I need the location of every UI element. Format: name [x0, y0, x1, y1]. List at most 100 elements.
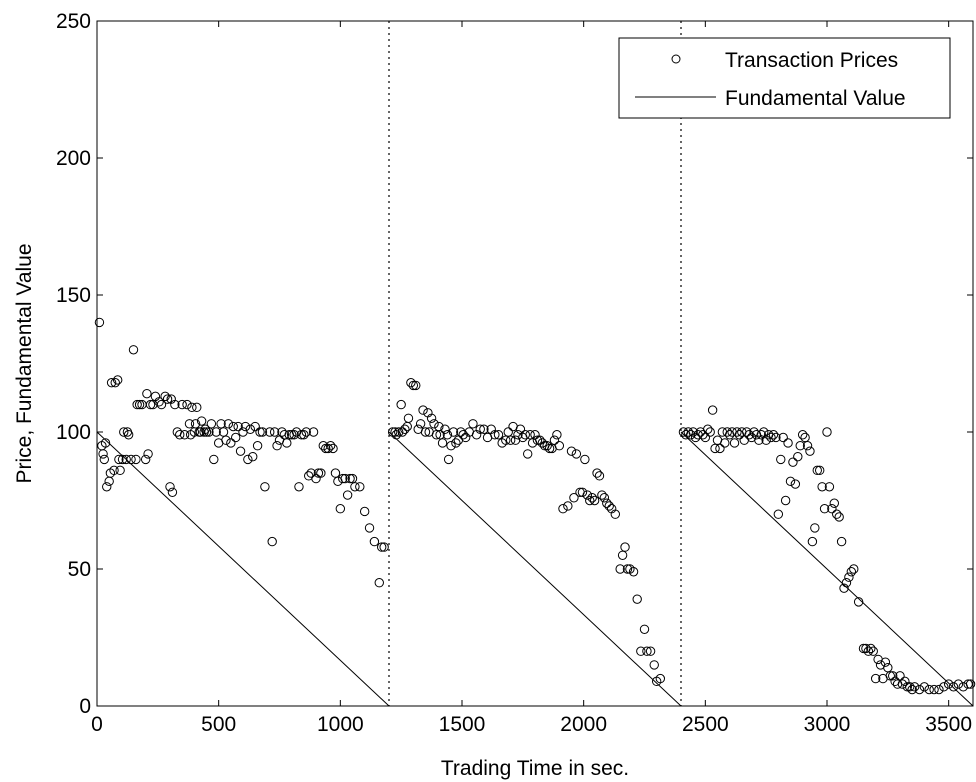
transaction-price-point [132, 399, 142, 410]
transaction-price-point [620, 542, 630, 552]
transaction-price-point [187, 402, 197, 413]
transaction-price-point [577, 487, 588, 497]
transaction-price-point [530, 430, 540, 440]
transaction-price-point [170, 399, 180, 410]
transaction-price-point [99, 454, 110, 465]
transaction-price-point [948, 682, 959, 692]
transaction-price-point [272, 441, 282, 451]
transaction-price-point [822, 427, 832, 437]
x-tick-label: 3000 [804, 713, 851, 736]
transaction-price-point [520, 430, 530, 440]
transaction-price-point [143, 449, 153, 459]
transaction-price-point [780, 495, 791, 506]
transaction-price-point [420, 427, 431, 437]
transaction-price-point [231, 432, 241, 443]
transaction-price-point [836, 536, 847, 547]
legend-box [618, 37, 951, 119]
legend-label-transaction-prices: Transaction Prices [725, 49, 898, 72]
transaction-price-point [807, 536, 818, 547]
transaction-price-point [451, 438, 461, 448]
transaction-price-point [415, 419, 426, 429]
transaction-price-point [154, 397, 164, 407]
transaction-price-point [909, 682, 920, 692]
transaction-price-point [306, 468, 316, 478]
transaction-price-point [350, 482, 360, 492]
transaction-price-point [458, 430, 468, 440]
transaction-price-point [766, 432, 776, 443]
transaction-price-point [805, 446, 815, 456]
x-tick-label: 2500 [682, 713, 729, 736]
transaction-price-point [642, 646, 652, 656]
transaction-price-point [597, 490, 607, 500]
transaction-price-point [604, 501, 614, 511]
transaction-price-point [953, 679, 964, 689]
transaction-price-point [729, 438, 740, 448]
transaction-price-point [707, 405, 718, 415]
transaction-price-point [316, 468, 326, 478]
transaction-price-point [226, 438, 236, 448]
transaction-price-point [110, 377, 120, 388]
transaction-price-point [829, 498, 839, 508]
transaction-price-point [705, 427, 715, 437]
transaction-price-point [754, 435, 764, 445]
x-tick-label: 1000 [317, 713, 364, 736]
transaction-price-point [790, 479, 801, 489]
transaction-price-point [359, 506, 370, 517]
fundamental-value-segment [96, 431, 390, 707]
transaction-price-point [902, 682, 912, 692]
period-boundaries [388, 21, 682, 706]
transaction-price-point [175, 430, 185, 440]
transaction-price-point [900, 676, 910, 687]
transaction-price-point [265, 427, 275, 437]
transaction-price-point [257, 427, 268, 437]
transaction-price-point [846, 567, 857, 577]
transaction-price-point [839, 583, 849, 593]
transaction-price-point [196, 416, 207, 426]
transaction-price-point [582, 490, 593, 500]
transaction-price-point [323, 443, 333, 454]
transaction-price-point [929, 684, 939, 695]
transaction-price-point [493, 430, 504, 440]
transaction-price-point [418, 405, 428, 415]
transaction-price-point [939, 682, 949, 692]
transaction-price-point [870, 673, 881, 684]
transaction-price-point [165, 482, 175, 492]
transaction-price-point [209, 454, 219, 465]
transaction-price-point [223, 419, 234, 429]
fundamental-value-segment [680, 431, 974, 707]
transaction-price-point [260, 482, 270, 492]
transaction-price-point [569, 493, 579, 503]
legend-marker-transaction-prices [671, 54, 681, 64]
transaction-price-point [134, 399, 145, 410]
y-tick-label: 200 [56, 147, 91, 170]
transaction-price-point [429, 419, 439, 429]
y-tick-label: 100 [56, 421, 91, 444]
transaction-price-point [364, 523, 375, 533]
transaction-price-point [602, 498, 612, 508]
transaction-price-point [446, 441, 456, 451]
plot-area [97, 21, 973, 706]
transaction-price-point [338, 473, 348, 484]
transaction-price-point [793, 451, 803, 462]
y-tick-label: 0 [79, 695, 91, 718]
transaction-price-point [815, 465, 825, 476]
transaction-price-point [301, 427, 311, 437]
transaction-price-point [788, 457, 798, 467]
transaction-price-point [580, 454, 590, 465]
transaction-price-point [192, 402, 202, 413]
transaction-price-point [167, 487, 178, 497]
transaction-price-point [98, 449, 108, 459]
transaction-price-point [655, 673, 666, 684]
transaction-price-point [411, 380, 421, 391]
transaction-price-point [924, 684, 934, 695]
transaction-price-point [552, 430, 562, 440]
transaction-price-point [490, 430, 500, 440]
transaction-price-point [824, 482, 835, 492]
transaction-price-point [715, 443, 725, 454]
transaction-price-point [615, 564, 625, 574]
transaction-price-point [744, 430, 754, 440]
transaction-price-point [599, 493, 610, 503]
transaction-price-point [289, 430, 299, 440]
fundamental-value-series [96, 431, 974, 707]
transaction-price-point [162, 394, 173, 404]
